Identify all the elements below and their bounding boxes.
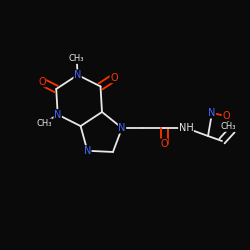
Text: CH₃: CH₃ bbox=[36, 119, 52, 128]
Text: N: N bbox=[74, 70, 81, 80]
Text: N: N bbox=[54, 110, 62, 120]
Text: O: O bbox=[38, 77, 46, 87]
Text: O: O bbox=[222, 111, 230, 121]
Text: CH₃: CH₃ bbox=[221, 122, 236, 132]
Text: O: O bbox=[110, 73, 118, 83]
Text: O: O bbox=[160, 139, 168, 149]
Text: N: N bbox=[84, 146, 91, 156]
Text: CH₃: CH₃ bbox=[69, 54, 84, 64]
Text: N: N bbox=[118, 123, 126, 133]
Text: N: N bbox=[208, 108, 216, 118]
Text: NH: NH bbox=[178, 123, 194, 133]
